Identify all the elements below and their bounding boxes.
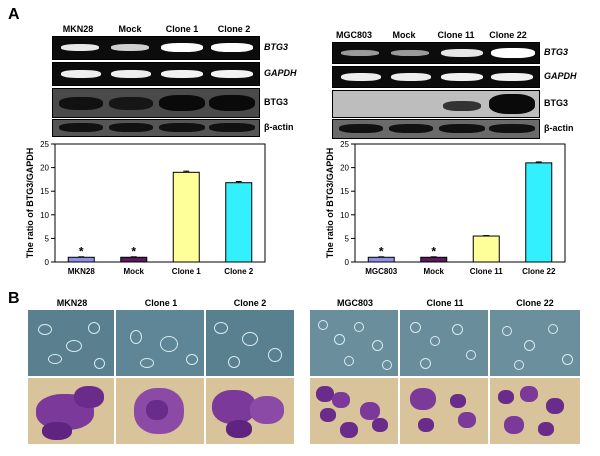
micro-label-right-1: MGC803: [336, 298, 373, 308]
phase-image-clone-1: [116, 310, 204, 376]
right-lane-label-4: Clone 22: [489, 30, 527, 40]
x-tick-label: Mock: [424, 267, 445, 276]
left-btg3-western-blot: [52, 88, 260, 118]
bar: [525, 162, 553, 263]
left-gapdh-gel: [52, 62, 260, 86]
right-row-label-btg3-mrna: BTG3: [544, 47, 569, 57]
x-tick-label: Clone 22: [522, 267, 556, 276]
y-tick-label: 5: [345, 234, 350, 243]
significance-asterisk: *: [79, 244, 84, 258]
phase-image-clone-2: [206, 310, 294, 376]
plot-frame: [354, 143, 566, 263]
stained-image-clone-11: [400, 378, 488, 444]
bar: [225, 182, 253, 263]
y-tick-label: 0: [345, 258, 350, 267]
significance-asterisk: *: [131, 244, 136, 258]
micro-label-right-2: Clone 11: [426, 298, 464, 308]
left-row-label-beta-actin: β-actin: [264, 122, 294, 132]
y-tick-label: 20: [340, 164, 349, 173]
y-tick-label: 10: [340, 211, 349, 220]
right-lane-label-1: MGC803: [335, 30, 372, 40]
significance-asterisk: *: [379, 244, 384, 258]
right-row-label-btg3-protein: BTG3: [544, 98, 569, 108]
phase-image-mgc803: [310, 310, 398, 376]
x-tick-label: MKN28: [68, 267, 96, 276]
right-bar-chart: 0 5 10 15 20 25 The ratio of BTG3/GAPDH * MGC803…: [325, 140, 566, 276]
right-gapdh-gel: [332, 66, 540, 88]
left-bar-chart: 0 5 10 15 20 25 The ratio of BTG3/GAPDH * MKN28 *…: [25, 140, 266, 276]
left-row-label-gapdh: GAPDH: [264, 68, 297, 78]
left-row-label-btg3-mrna: BTG3: [264, 42, 289, 52]
micro-label-right-3: Clone 22: [516, 298, 554, 308]
bar: [172, 171, 200, 263]
y-tick-label: 20: [40, 164, 49, 173]
phase-image-clone-22: [490, 310, 580, 376]
y-tick-label: 10: [40, 211, 49, 220]
left-lane-label-2: Mock: [118, 24, 142, 34]
y-tick-label: 5: [45, 234, 50, 243]
phase-image-clone-11: [400, 310, 488, 376]
panel-letter-b: B: [8, 290, 20, 307]
bar: [472, 235, 500, 263]
left-lane-label-1: MKN28: [62, 24, 94, 34]
y-axis-label: The ratio of BTG3/GAPDH: [325, 148, 335, 259]
stained-image-mgc803: [310, 378, 398, 444]
right-lane-label-2: Mock: [392, 30, 416, 40]
stained-image-clone-22: [490, 378, 580, 444]
significance-asterisk: *: [431, 244, 436, 258]
right-btg3-western-blot: [332, 90, 540, 118]
stained-image-clone-2: [206, 378, 294, 444]
left-row-label-btg3-protein: BTG3: [264, 97, 289, 107]
x-tick-label: Clone 1: [172, 267, 201, 276]
left-beta-actin-blot: [52, 119, 260, 137]
right-lane-label-3: Clone 11: [437, 30, 475, 40]
right-row-label-beta-actin: β-actin: [544, 123, 574, 133]
micro-label-left-3: Clone 2: [233, 298, 267, 308]
panel-letter-a: A: [8, 6, 20, 23]
y-axis-label: The ratio of BTG3/GAPDH: [25, 148, 35, 259]
micro-label-left-1: MKN28: [56, 298, 88, 308]
right-beta-actin-blot: [332, 119, 540, 139]
y-tick-label: 15: [340, 187, 349, 196]
stained-image-clone-1: [116, 378, 204, 444]
plot-frame: [54, 143, 266, 263]
x-tick-label: Mock: [124, 267, 145, 276]
left-lane-label-3: Clone 1: [165, 24, 199, 34]
left-lane-label-4: Clone 2: [217, 24, 251, 34]
y-tick-label: 0: [45, 258, 50, 267]
phase-image-mkn28: [28, 310, 114, 376]
x-tick-label: MGC803: [365, 267, 398, 276]
x-tick-label: Clone 11: [470, 267, 503, 276]
left-btg3-pcr-gel: [52, 36, 260, 60]
y-tick-label: 25: [40, 140, 49, 149]
stained-image-mkn28: [28, 378, 114, 444]
x-tick-label: Clone 2: [224, 267, 253, 276]
y-tick-label: 15: [40, 187, 49, 196]
y-tick-label: 25: [340, 140, 349, 149]
micro-label-left-2: Clone 1: [144, 298, 178, 308]
right-btg3-pcr-gel: [332, 42, 540, 64]
right-row-label-gapdh: GAPDH: [544, 71, 577, 81]
